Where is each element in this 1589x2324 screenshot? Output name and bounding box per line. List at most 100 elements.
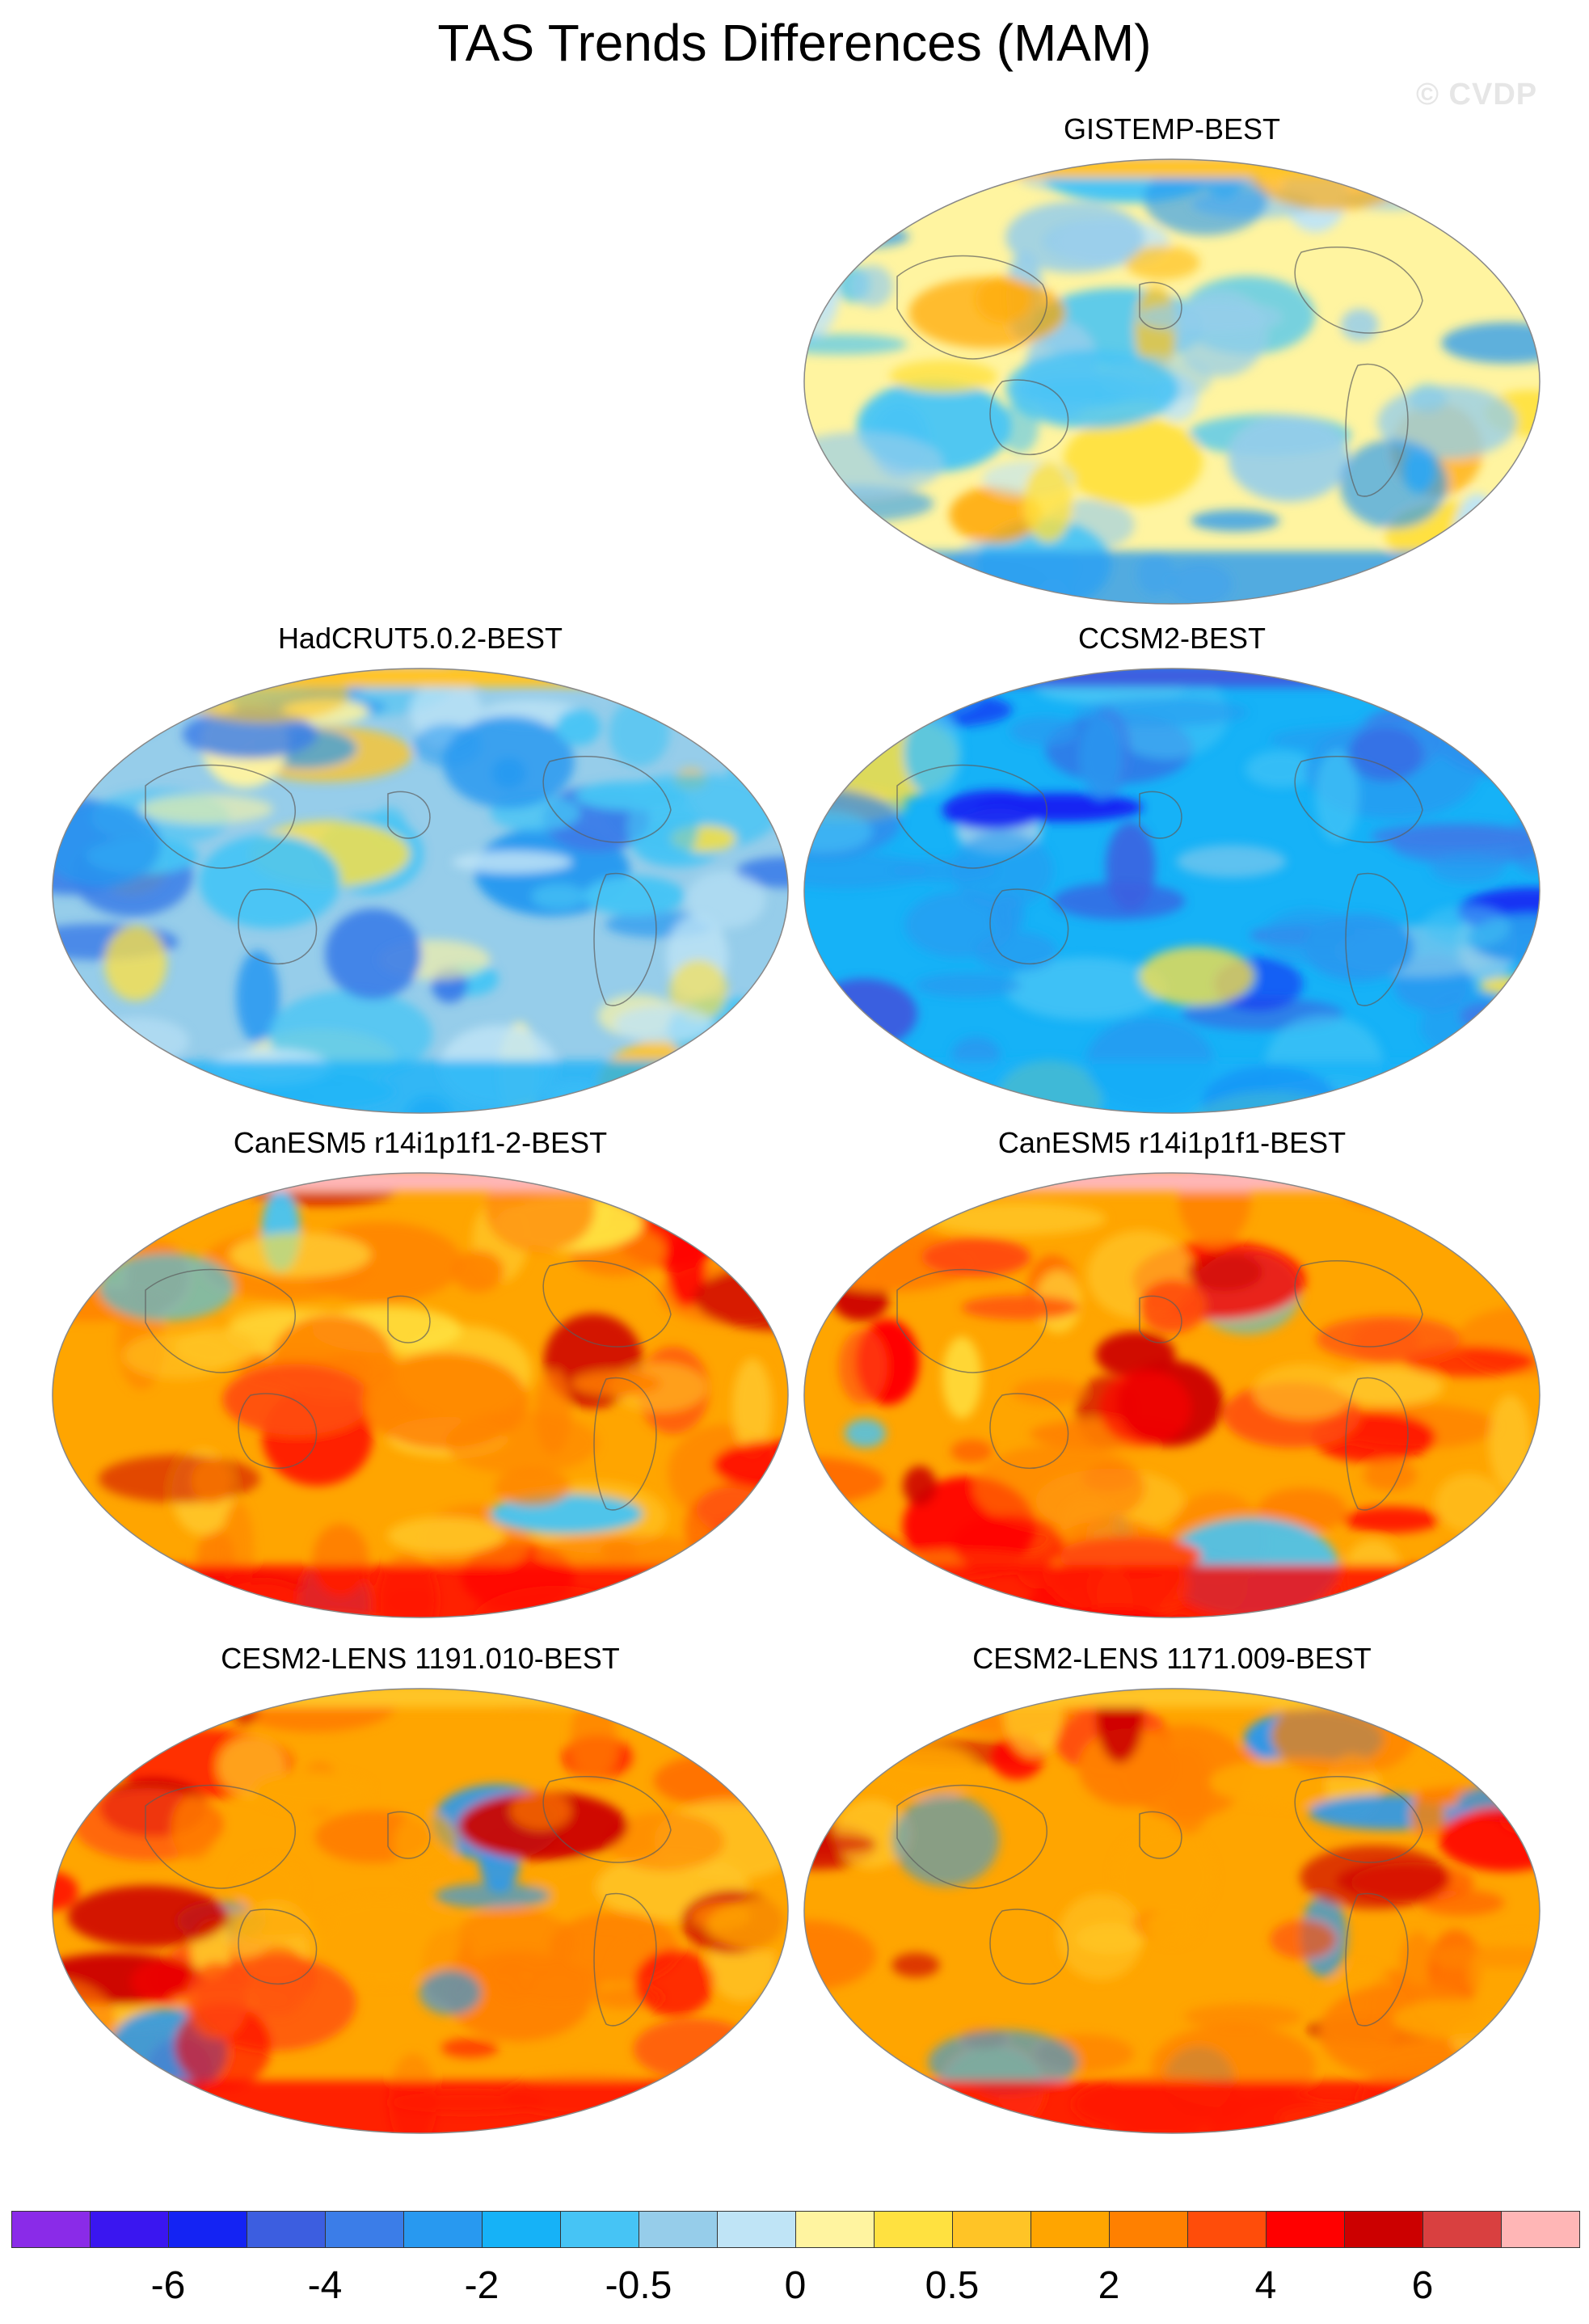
field-blob	[614, 1006, 714, 1044]
field-blob	[1428, 1534, 1540, 1618]
field-blob	[1315, 749, 1359, 843]
coastline	[542, 1260, 672, 1348]
field-blob	[1341, 309, 1379, 341]
field-blob	[819, 225, 910, 248]
arctic-band	[804, 1173, 1540, 1192]
field-blob	[492, 757, 526, 789]
field-blob	[1338, 1689, 1439, 1718]
field-blob	[440, 2038, 499, 2058]
field-blob	[1124, 245, 1200, 280]
panel-title: CESM2-LENS 1191.010-BEST	[221, 1642, 620, 1675]
field-blob	[1469, 1935, 1540, 2014]
field-blob	[1439, 560, 1483, 604]
field-blob	[452, 850, 572, 874]
colorbar-tick-label: 2	[1098, 2264, 1120, 2307]
field-blob	[1174, 291, 1267, 377]
field-blob	[171, 1795, 217, 1860]
field-blob	[99, 1454, 260, 1503]
coastline	[1139, 281, 1182, 330]
field-blob	[98, 1253, 235, 1322]
field-blob	[325, 909, 422, 1000]
colorbar-tick-label: 6	[1411, 2264, 1434, 2307]
colorbar-box	[952, 2211, 1031, 2248]
arctic-band	[53, 669, 788, 687]
coastline	[238, 888, 318, 965]
field-blob	[929, 1202, 1106, 1235]
colorbar-box	[1501, 2211, 1580, 2248]
field-blob	[191, 1457, 232, 1504]
field-blob	[237, 1621, 301, 1638]
field-blob	[690, 1719, 788, 1757]
field-blob	[653, 1752, 788, 1808]
coastline	[238, 1393, 318, 1470]
coastline	[989, 1393, 1069, 1470]
colorbar-tick-label: -4	[307, 2264, 343, 2307]
coastline	[387, 1811, 431, 1859]
coastline	[145, 1784, 296, 1889]
coastline	[542, 756, 672, 843]
field-blob	[706, 1897, 788, 1953]
panel-title: GISTEMP-BEST	[1063, 112, 1281, 146]
field-blob	[961, 1295, 1081, 1320]
field-blob	[892, 1794, 1000, 1887]
colorbar-box	[168, 2211, 247, 2248]
colorbar-tick-label: -6	[150, 2264, 186, 2307]
map-border	[803, 1172, 1541, 1618]
field-blob	[1146, 1909, 1198, 1943]
field-blob	[626, 790, 699, 865]
coastline	[989, 1909, 1069, 1985]
field-blob	[617, 2106, 687, 2133]
field-blob	[631, 1689, 787, 1700]
field-blob	[810, 978, 917, 1049]
field-blob	[903, 1466, 937, 1506]
field-blob	[123, 1173, 258, 1190]
field-blob	[1005, 201, 1144, 273]
coastline	[145, 764, 296, 869]
field-blob	[1005, 349, 1179, 429]
field-blob	[634, 1949, 714, 2017]
coastline	[1139, 1295, 1182, 1343]
field-blob	[804, 1084, 887, 1113]
coastline	[896, 1268, 1047, 1373]
field-blob	[1052, 882, 1186, 920]
coastline	[1345, 363, 1409, 497]
field-blob	[1410, 1791, 1446, 1839]
antarctic-band	[804, 1565, 1540, 1618]
coastline	[542, 1776, 672, 1863]
field-blobs	[53, 669, 788, 1113]
field-blob	[435, 1883, 550, 1909]
field-blob	[514, 1963, 601, 2003]
field-blob	[53, 1032, 145, 1113]
map-border	[803, 158, 1541, 605]
field-blob	[237, 1859, 302, 1916]
coastline	[387, 791, 431, 839]
field-blob	[1228, 415, 1350, 502]
colorbar-box	[874, 2211, 953, 2248]
colorbar-box	[717, 2211, 796, 2248]
field-blob	[1377, 386, 1518, 459]
field-blob	[1023, 462, 1073, 542]
field-blob	[236, 950, 280, 1044]
field-blob	[908, 277, 1066, 348]
colorbar-tick-label: 4	[1254, 2264, 1277, 2307]
field-blob	[53, 802, 162, 888]
field-blob	[1316, 1316, 1461, 1362]
field-blob	[67, 1885, 229, 1948]
coastline	[1294, 756, 1423, 843]
field-blob	[509, 1791, 571, 1831]
field-blob	[1363, 1460, 1417, 1491]
map-panel-ccsm2: CCSM2-BEST	[800, 622, 1544, 1125]
field-blob	[1489, 1394, 1532, 1491]
cvdp-watermark: © CVDP	[1416, 78, 1538, 112]
field-blob	[804, 711, 843, 746]
map-border	[52, 1172, 789, 1618]
colorbar-box	[1423, 2211, 1502, 2248]
field-blob	[202, 1908, 334, 1940]
colorbar-tick-label: -2	[464, 2264, 499, 2307]
field-blob	[1371, 824, 1536, 849]
field-blob	[1099, 1369, 1191, 1446]
figure-title: TAS Trends Differences (MAM)	[437, 14, 1152, 72]
field-blob	[600, 1540, 638, 1562]
arctic-band	[804, 159, 1540, 178]
field-blob	[1000, 401, 1039, 453]
